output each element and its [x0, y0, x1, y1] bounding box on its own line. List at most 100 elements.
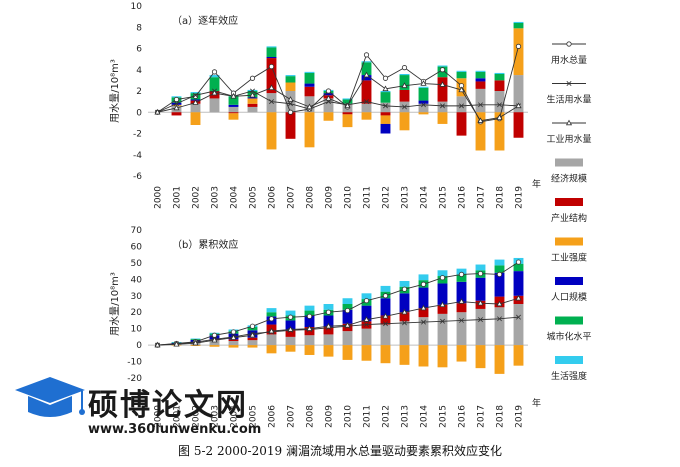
- line-b-工业用水量: [157, 297, 519, 346]
- point-b-工业用水量-2004: [230, 334, 237, 340]
- bar-b-工业强度-2007: [285, 345, 296, 352]
- point-b-生活用水量-2011: [364, 322, 369, 328]
- y-tick-label-b: 70: [131, 226, 143, 236]
- line-a-生活用水量: [157, 90, 519, 113]
- bar-b-生活强度-2016: [456, 268, 467, 275]
- point-b-工业用水量-2000: [154, 341, 161, 348]
- point-b-工业用水量-2014: [420, 304, 427, 311]
- x-tick-label-a: 2014: [420, 186, 430, 209]
- line-b-用水总量: [157, 261, 519, 346]
- legend-label-生活用水量: 生活用水量: [546, 94, 591, 106]
- bar-a-经济规模-2018: [494, 91, 505, 113]
- x-tick-label-a: 2003: [211, 186, 221, 209]
- point-b-工业用水量-2003: [211, 336, 218, 343]
- bar-a-人口规模-2012: [380, 123, 391, 134]
- point-b-工业用水量-2019: [515, 294, 522, 301]
- y-tick-label-a: 8: [136, 23, 142, 33]
- point-a-工业用水量-2013: [401, 82, 408, 88]
- y-tick-label-b: 0: [136, 341, 142, 351]
- y-tick-label-b: 50: [131, 259, 143, 269]
- x-tick-label-a: 2000: [154, 186, 164, 209]
- y-tick-label-b: 20: [131, 308, 143, 318]
- point-b-生活用水量-2019: [516, 314, 521, 320]
- x-tick-label-b: 2019: [515, 405, 525, 428]
- bar-b-工业强度-2014: [418, 345, 429, 367]
- bar-b-经济规模-2004: [228, 341, 239, 346]
- point-a-工业用水量-2012: [382, 85, 389, 92]
- y-axis-title-b: 用水量/10⁸m³: [109, 272, 121, 336]
- bar-a-产业结构-2007: [285, 112, 296, 139]
- watermark-url: www.360lunwenku.com: [88, 422, 262, 437]
- point-b-生活用水量-2016: [459, 317, 464, 323]
- point-a-用水总量-2019: [515, 43, 522, 49]
- bar-b-经济规模-2012: [380, 324, 391, 346]
- bar-b-经济规模-2006: [266, 334, 277, 346]
- y-tick-label-a: -4: [133, 151, 142, 161]
- bar-a-生活强度-2014: [418, 86, 429, 88]
- bar-b-人口规模-2018: [494, 272, 505, 297]
- bar-b-生活强度-2017: [475, 264, 486, 271]
- x-tick-label-b: 2011: [363, 405, 373, 428]
- bar-b-产业结构-2009: [323, 327, 334, 335]
- bar-b-城市化水平-2019: [513, 263, 524, 272]
- legend-label-产业结构: 产业结构: [551, 212, 587, 224]
- x-tick-label-b: 2012: [382, 405, 392, 428]
- point-a-生活用水量-2005: [250, 88, 255, 94]
- bar-b-人口规模-2008: [304, 315, 315, 328]
- point-a-工业用水量-2007: [287, 96, 294, 102]
- point-b-工业用水量-2005: [249, 331, 256, 338]
- point-b-工业用水量-2008: [306, 325, 313, 331]
- point-b-生活用水量-2015: [440, 318, 445, 324]
- legend-marker-用水总量: [566, 41, 572, 47]
- bar-b-经济规模-2013: [399, 321, 410, 346]
- bar-a-人口规模-2014: [418, 100, 429, 104]
- bar-b-产业结构-2016: [456, 303, 467, 313]
- legend-marker-生活用水量: [566, 81, 572, 86]
- point-a-生活用水量-2015: [440, 103, 445, 109]
- bar-a-工业强度-2012: [380, 115, 391, 124]
- y-tick-label-b: 10: [131, 325, 143, 335]
- bar-b-生活强度-2008: [304, 305, 315, 311]
- bar-a-生活强度-2008: [304, 71, 315, 73]
- point-b-用水总量-2006: [268, 316, 275, 322]
- point-b-工业用水量-2011: [363, 316, 370, 322]
- legend-swatch-城市化水平: [555, 316, 583, 325]
- point-a-工业用水量-2011: [363, 71, 370, 78]
- bar-b-工业强度-2006: [266, 345, 277, 354]
- bar-b-工业强度-2013: [399, 345, 410, 365]
- bar-a-城市化水平-2019: [513, 23, 524, 29]
- point-a-用水总量-2005: [249, 75, 256, 81]
- bar-b-产业结构-2004: [228, 339, 239, 341]
- x-tick-label-a: 2018: [496, 186, 506, 209]
- point-b-用水总量-2016: [458, 271, 465, 277]
- point-b-用水总量-2018: [496, 271, 503, 277]
- legend-label-生活强度: 生活强度: [551, 370, 587, 382]
- bar-a-城市化水平-2004: [228, 96, 239, 105]
- bar-a-产业结构-2012: [380, 112, 391, 116]
- bar-b-人口规模-2007: [285, 320, 296, 331]
- x-tick-label-b: 2002: [192, 405, 202, 428]
- bar-a-工业强度-2015: [437, 112, 448, 124]
- bar-b-经济规模-2009: [323, 334, 334, 346]
- point-b-工业用水量-2017: [477, 299, 484, 306]
- x-tick-label-b: 2018: [496, 405, 506, 428]
- x-tick-label-a: 2002: [192, 186, 202, 209]
- point-a-工业用水量-2016: [458, 86, 465, 93]
- bar-a-工业强度-2002: [190, 112, 201, 125]
- panel-label-a: （a）逐年效应: [172, 14, 238, 27]
- bar-a-工业强度-2010: [342, 114, 353, 128]
- bar-a-经济规模-2015: [437, 101, 448, 113]
- legend-label-人口规模: 人口规模: [551, 292, 587, 303]
- bar-a-人口规模-2008: [304, 83, 315, 87]
- point-a-工业用水量-2006: [268, 84, 275, 91]
- legend-label-城市化水平: 城市化水平: [546, 331, 591, 343]
- bar-a-经济规模-2019: [513, 75, 524, 113]
- point-b-用水总量-2004: [230, 329, 237, 335]
- bar-a-生活强度-2016: [456, 70, 467, 72]
- x-tick-label-a: 2012: [382, 186, 392, 209]
- point-a-用水总量-2001: [173, 96, 180, 103]
- x-tick-label-b: 2010: [344, 405, 354, 428]
- watermark-title: 硕博论文网: [88, 388, 248, 423]
- point-b-用水总量-2019: [515, 259, 522, 265]
- bar-a-产业结构-2015: [437, 77, 448, 102]
